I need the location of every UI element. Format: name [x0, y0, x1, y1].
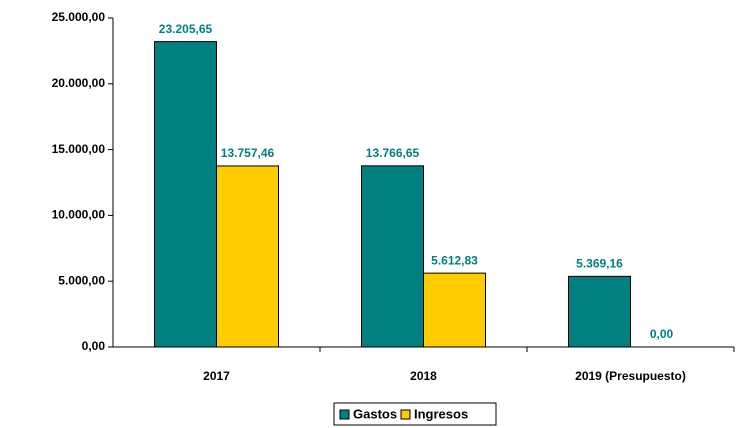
legend-swatch	[400, 409, 411, 420]
bar	[216, 165, 279, 348]
bar	[568, 275, 631, 348]
value-label: 5.612,83	[431, 253, 478, 267]
value-label: 13.757,46	[221, 146, 275, 160]
x-tick-label: 2019 (Presupuesto)	[575, 369, 686, 383]
legend-label: Gastos	[353, 406, 397, 421]
y-tick-label: 5.000,00	[58, 273, 105, 287]
y-tick-label: 15.000,00	[52, 142, 106, 156]
bar	[423, 272, 486, 348]
value-label: 0,00	[650, 327, 674, 341]
bar	[361, 165, 424, 348]
legend-box	[333, 402, 497, 426]
y-tick-label: 10.000,00	[52, 208, 106, 222]
legend-label: Ingresos	[414, 406, 468, 421]
y-tick-label: 0,00	[82, 339, 106, 353]
y-tick-label: 25.000,00	[52, 10, 106, 24]
value-label: 5.369,16	[576, 257, 623, 271]
x-tick-label: 2017	[203, 369, 230, 383]
value-label: 23.205,65	[159, 22, 213, 36]
y-tick-label: 20.000,00	[52, 76, 106, 90]
value-label: 13.766,65	[366, 146, 420, 160]
bar	[154, 41, 217, 348]
x-tick-label: 2018	[410, 369, 437, 383]
legend-swatch	[339, 409, 350, 420]
